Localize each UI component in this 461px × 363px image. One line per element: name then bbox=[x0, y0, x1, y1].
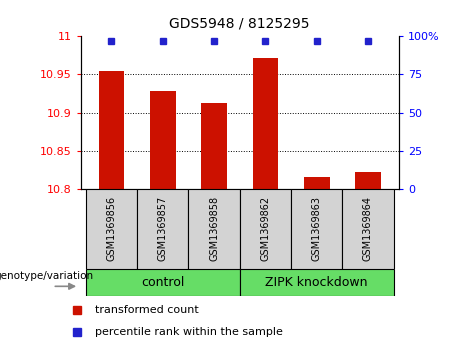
Text: percentile rank within the sample: percentile rank within the sample bbox=[95, 327, 283, 337]
Bar bbox=[86, 269, 240, 296]
Text: ZIPK knockdown: ZIPK knockdown bbox=[266, 276, 368, 289]
Bar bbox=[240, 269, 394, 296]
Title: GDS5948 / 8125295: GDS5948 / 8125295 bbox=[170, 17, 310, 31]
Text: GSM1369864: GSM1369864 bbox=[363, 196, 373, 261]
Bar bbox=[86, 189, 137, 269]
Bar bbox=[355, 172, 381, 189]
Text: GSM1369858: GSM1369858 bbox=[209, 196, 219, 261]
Bar bbox=[304, 178, 330, 189]
Bar bbox=[189, 189, 240, 269]
Text: GSM1369862: GSM1369862 bbox=[260, 196, 270, 261]
Text: GSM1369856: GSM1369856 bbox=[106, 196, 117, 261]
Bar bbox=[343, 189, 394, 269]
Bar bbox=[240, 189, 291, 269]
Text: genotype/variation: genotype/variation bbox=[0, 271, 94, 281]
Bar bbox=[253, 58, 278, 189]
Text: transformed count: transformed count bbox=[95, 305, 199, 315]
Bar bbox=[150, 91, 176, 189]
Text: GSM1369857: GSM1369857 bbox=[158, 196, 168, 261]
Text: control: control bbox=[141, 276, 184, 289]
Text: GSM1369863: GSM1369863 bbox=[312, 196, 322, 261]
Bar bbox=[99, 71, 124, 189]
Bar bbox=[137, 189, 189, 269]
Bar bbox=[291, 189, 343, 269]
Bar bbox=[201, 103, 227, 189]
